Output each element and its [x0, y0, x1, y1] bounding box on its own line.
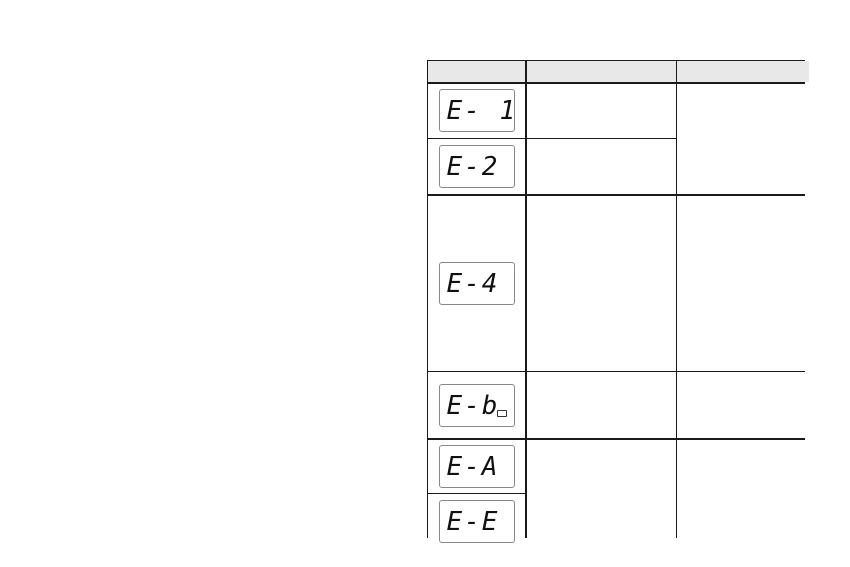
lcd-display-ee: E-E — [438, 499, 515, 543]
header-cell-cause — [526, 61, 676, 82]
lcd-display-eb: E-b — [438, 383, 515, 427]
table-cell — [677, 83, 809, 194]
battery-icon — [496, 409, 507, 417]
error-code: E-4 — [446, 268, 500, 299]
error-code: E- 1 — [446, 96, 515, 126]
error-code: E-A — [446, 451, 500, 482]
lcd-display-e1: E- 1 — [438, 89, 515, 132]
error-code-table: E- 1 E-2 E-4 E-b E-A E-E — [427, 60, 809, 548]
error-code: E-2 — [446, 152, 500, 182]
table-cell — [526, 83, 676, 138]
table-cell — [526, 139, 676, 194]
table-cell: E-2 — [428, 139, 525, 194]
table-cell: E-b — [428, 372, 525, 438]
table-cell — [677, 195, 809, 371]
table-cell: E- 1 — [428, 83, 525, 138]
header-cell-display — [428, 61, 525, 82]
table-cell — [526, 372, 676, 438]
table-cell — [526, 439, 676, 548]
lcd-display-e2: E-2 — [438, 145, 515, 188]
header-cell-remedy — [677, 61, 809, 82]
table-cell: E-4 — [428, 195, 525, 371]
table-cell — [677, 439, 809, 548]
error-code: E-b — [446, 390, 500, 421]
table-cell: E-A — [428, 439, 525, 493]
lcd-display-e4: E-4 — [438, 261, 515, 305]
table-cell — [526, 195, 676, 371]
lcd-display-ea: E-A — [438, 444, 515, 488]
error-code: E-E — [446, 506, 500, 537]
table-cell: E-E — [428, 494, 525, 548]
table-cell — [677, 372, 809, 438]
